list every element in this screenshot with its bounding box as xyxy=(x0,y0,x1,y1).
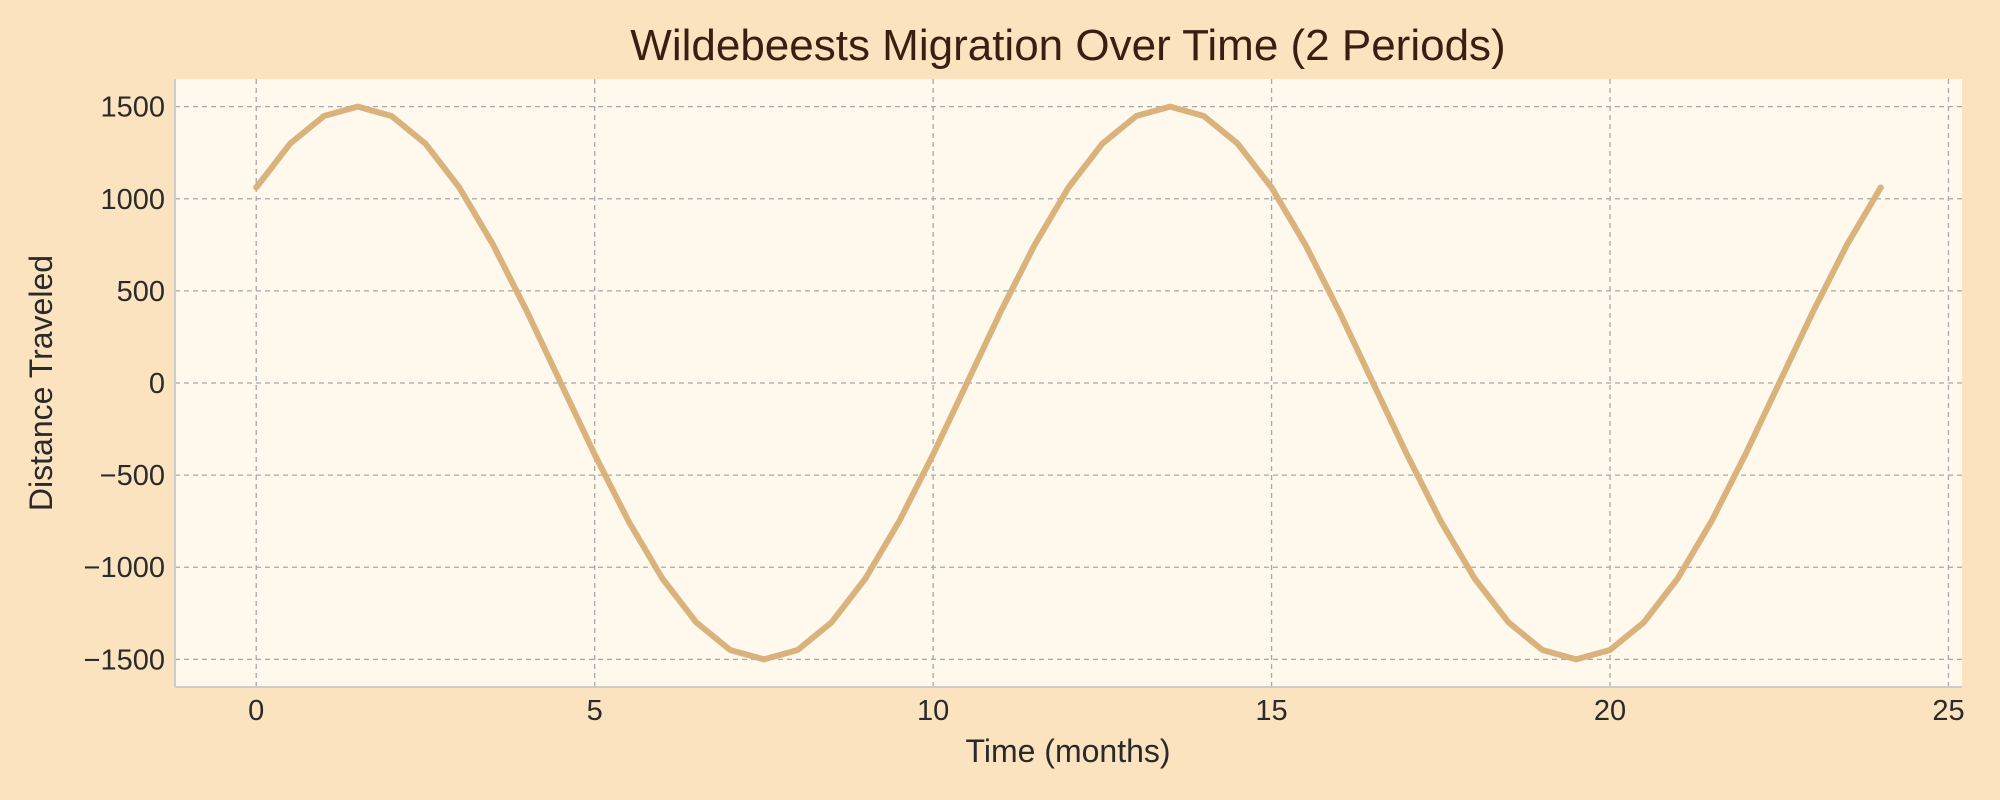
x-tick-label: 5 xyxy=(587,695,603,727)
series-layer xyxy=(253,103,1884,663)
y-tick-label: −1000 xyxy=(84,552,165,584)
x-tick-label: 0 xyxy=(248,695,264,727)
y-axis-label: Distance Traveled xyxy=(23,255,59,511)
x-tick-label: 25 xyxy=(1932,695,1964,727)
series-line-0 xyxy=(253,103,1884,663)
x-axis-label: Time (months) xyxy=(965,733,1170,769)
y-tick-label: −1500 xyxy=(84,644,165,676)
grid-lines xyxy=(175,79,1962,687)
x-tick-label: 20 xyxy=(1594,695,1626,727)
y-tick-label: −500 xyxy=(100,460,165,492)
chart-title: Wildebeests Migration Over Time (2 Perio… xyxy=(630,21,1505,70)
x-tick-label: 10 xyxy=(917,695,949,727)
x-tick-label: 15 xyxy=(1255,695,1287,727)
y-tick-labels: −1500 −1000 −500 0 500 1000 1500 xyxy=(84,92,165,677)
y-tick-label: 0 xyxy=(149,368,165,400)
y-tick-label: 500 xyxy=(117,276,165,308)
x-tick-labels: 0 5 10 15 20 25 xyxy=(248,695,1964,727)
y-tick-label: 1500 xyxy=(100,92,165,124)
y-tick-label: 1000 xyxy=(100,184,165,216)
